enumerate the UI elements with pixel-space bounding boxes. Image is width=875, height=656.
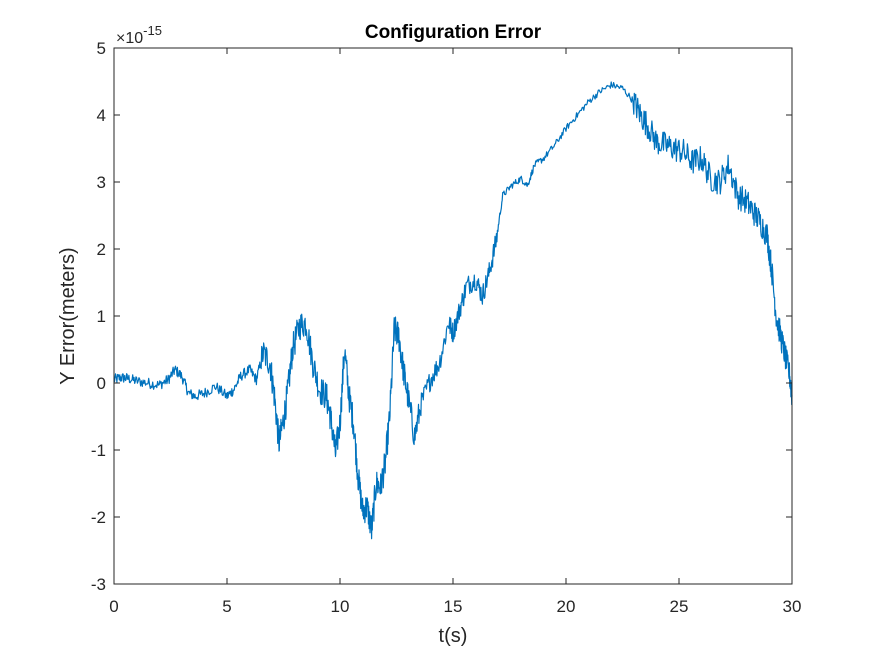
- y-tick-label: 4: [97, 106, 106, 125]
- x-tick-label: 20: [557, 597, 576, 616]
- x-tick-label: 25: [670, 597, 689, 616]
- plot-background: [114, 48, 792, 584]
- chart-title: Configuration Error: [365, 22, 542, 43]
- series-group: [113, 81, 793, 540]
- y-axis-ticks: -3 -2 -1 0 1 2 3 4 5: [91, 39, 792, 594]
- y-tick-label: -2: [91, 508, 106, 527]
- x-tick-label: 5: [222, 597, 231, 616]
- x-tick-label: 10: [331, 597, 350, 616]
- x-tick-label: 30: [783, 597, 802, 616]
- y-tick-label: 0: [97, 374, 106, 393]
- x-tick-label: 15: [444, 597, 463, 616]
- exponent-base: ×10: [116, 30, 143, 47]
- y-tick-label: 1: [97, 307, 106, 326]
- x-axis-ticks: 0 5 10 15 20 25 30: [109, 48, 801, 616]
- y-tick-label: 2: [97, 240, 106, 259]
- exponent-power: -15: [143, 23, 162, 38]
- x-axis-label: t(s): [439, 625, 468, 647]
- y-axis-label: Y Error(meters): [57, 247, 79, 384]
- y-tick-label: 5: [97, 39, 106, 58]
- exponent-label: ×10-15: [116, 23, 162, 47]
- series-line: [113, 81, 793, 540]
- x-tick-label: 0: [109, 597, 118, 616]
- y-tick-label: -1: [91, 441, 106, 460]
- y-tick-label: -3: [91, 575, 106, 594]
- y-tick-label: 3: [97, 173, 106, 192]
